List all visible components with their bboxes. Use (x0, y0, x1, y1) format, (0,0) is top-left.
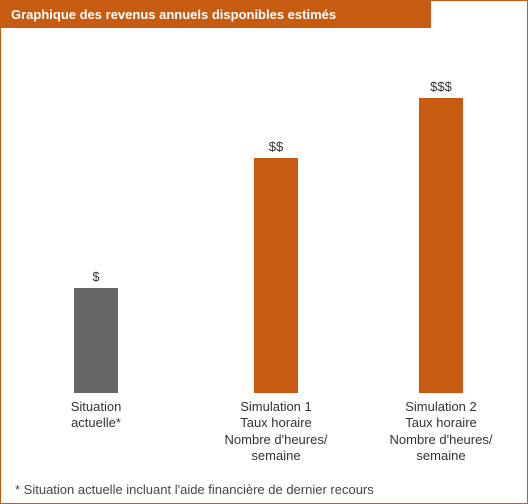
bar-label-line: Taux horaire (371, 415, 511, 431)
bar-label-sim2: Simulation 2Taux horaireNombre d'heures/… (371, 399, 511, 464)
bar-sim1 (254, 158, 298, 393)
bar-group-sim1: $$ (206, 139, 346, 393)
bar-label-line: Simulation 2 (371, 399, 511, 415)
bar-label-line: actuelle* (26, 415, 166, 431)
chart-footnote: * Situation actuelle incluant l'aide fin… (15, 482, 513, 497)
bar-label-line: Simulation 1 (206, 399, 346, 415)
bar-value-label: $$$ (371, 79, 511, 94)
bar-label-sim1: Simulation 1Taux horaireNombre d'heures/… (206, 399, 346, 464)
bar-label-line: Situation (26, 399, 166, 415)
bar-label-line: semaine (206, 448, 346, 464)
bar-label-line: Taux horaire (206, 415, 346, 431)
bar-sim2 (419, 98, 463, 393)
bar-group-current: $ (26, 269, 166, 393)
chart-frame: Graphique des revenus annuels disponible… (0, 0, 528, 504)
bar-label-line: Nombre d'heures/ (206, 432, 346, 448)
bar-label-line: semaine (371, 448, 511, 464)
bar-label-line: Nombre d'heures/ (371, 432, 511, 448)
bar-group-sim2: $$$ (371, 79, 511, 393)
bar-label-current: Situationactuelle* (26, 399, 166, 432)
bar-value-label: $ (26, 269, 166, 284)
chart-plot-area: $$$$$$ (11, 33, 517, 393)
chart-title: Graphique des revenus annuels disponible… (1, 1, 431, 28)
bar-value-label: $$ (206, 139, 346, 154)
bar-current (74, 288, 118, 393)
chart-labels-row: Situationactuelle*Simulation 1Taux horai… (11, 399, 517, 474)
